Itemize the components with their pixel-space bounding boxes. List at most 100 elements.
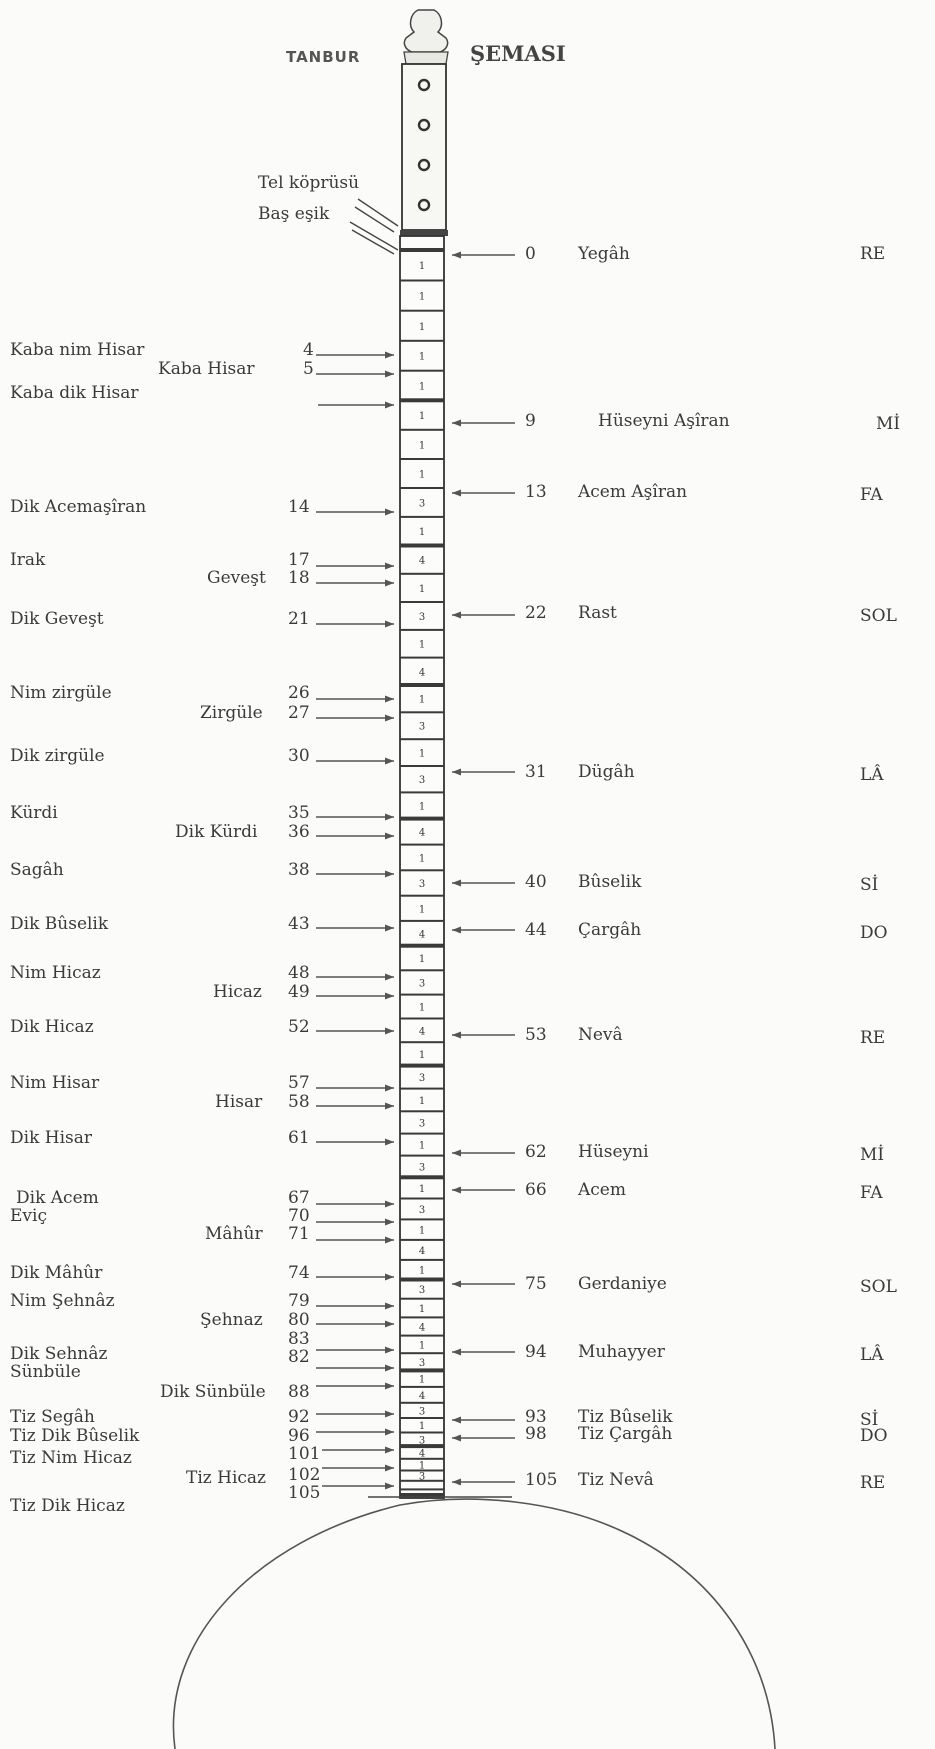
left-note-name: Dik Bûselik <box>10 914 109 934</box>
fret-mark: 3 <box>419 775 425 786</box>
arrow-head <box>452 879 461 887</box>
arrow-head <box>385 620 394 628</box>
left-note-name: Nim Hicaz <box>10 963 101 983</box>
left-fret-number: 57 <box>288 1073 310 1093</box>
arrow-head <box>385 1218 394 1226</box>
fret-mark: 4 <box>419 1323 425 1334</box>
head-nut-label: Baş eşik <box>258 204 330 224</box>
fret-mark: 3 <box>419 978 425 989</box>
fret-line <box>400 765 444 767</box>
pitch-name: DO <box>860 923 888 943</box>
left-note-name: Dik Sünbüle <box>160 1382 266 1402</box>
fret-mark: 1 <box>419 1184 425 1195</box>
fret-line <box>400 843 444 846</box>
fret-line <box>400 1017 444 1020</box>
left-fret-number: 67 <box>288 1188 310 1208</box>
arrow-head <box>385 813 394 821</box>
right-note-name: Tiz Çargâh <box>578 1424 673 1444</box>
fret-mark: 1 <box>419 1141 425 1152</box>
fret-line <box>400 919 444 922</box>
arrow-head <box>385 1410 394 1418</box>
right-note-name: Tiz Nevâ <box>578 1470 654 1490</box>
left-note-name: Sünbüle <box>10 1362 81 1382</box>
arrow-head <box>452 611 461 619</box>
fret-line <box>400 1297 444 1300</box>
fret-line <box>400 1041 444 1044</box>
fret-mark: 1 <box>419 749 425 760</box>
left-fret-number: 27 <box>288 703 310 723</box>
fret-line <box>400 1277 444 1282</box>
fret-mark: 4 <box>419 929 425 940</box>
fret-mark: 4 <box>419 1026 425 1037</box>
fret-line <box>400 894 444 897</box>
arrow-head <box>452 1280 461 1288</box>
fret-mark: 1 <box>419 1375 425 1386</box>
left-fret-number: 83 <box>288 1329 310 1349</box>
left-fret-number: 36 <box>288 822 310 842</box>
left-fret-number: 58 <box>288 1092 310 1112</box>
fret-mark: 3 <box>419 1162 425 1173</box>
left-note-name: Kürdi <box>10 803 58 823</box>
left-fret-number: 79 <box>288 1291 310 1311</box>
fret-mark: 4 <box>419 1246 425 1257</box>
left-fret-number: 80 <box>288 1310 310 1330</box>
fret-mark: 4 <box>419 1391 425 1402</box>
fret-line <box>400 1154 444 1157</box>
fret-mark: 1 <box>419 1003 425 1014</box>
fret-mark: 3 <box>419 879 425 890</box>
fret-line <box>400 1385 444 1388</box>
fret-line <box>400 791 444 794</box>
fret-mark: 3 <box>419 1435 425 1446</box>
left-fret-number: 61 <box>288 1128 310 1148</box>
arrow-head <box>385 832 394 840</box>
fret-mark: 3 <box>419 1073 425 1084</box>
fret-mark: 1 <box>419 292 425 303</box>
right-fret-number: 31 <box>525 762 547 782</box>
arrow-head <box>452 1149 461 1157</box>
pitch-name: SOL <box>860 606 897 626</box>
left-note-name: Nim Hisar <box>10 1073 100 1093</box>
left-fret-number: 102 <box>288 1465 321 1485</box>
fret-mark: 1 <box>419 527 425 538</box>
arrow-head <box>385 1084 394 1092</box>
fret-line <box>400 1401 444 1404</box>
right-note-name: Nevâ <box>578 1025 623 1045</box>
fret-mark: 3 <box>419 1285 425 1296</box>
fret-mark: 1 <box>419 1304 425 1315</box>
arrow-head <box>385 1302 394 1310</box>
fret-line <box>400 1368 444 1373</box>
fret-mark: 4 <box>419 828 425 839</box>
left-note-name: Tiz Hicaz <box>186 1468 267 1488</box>
right-fret-number: 44 <box>525 920 547 940</box>
tuning-peg-icon <box>417 78 431 92</box>
left-fret-number: 49 <box>288 982 310 1002</box>
pitch-name: RE <box>860 244 886 264</box>
fret-line <box>400 543 444 548</box>
left-fret-number: 5 <box>303 359 314 379</box>
left-fret-number: 82 <box>288 1347 310 1367</box>
fret-mark: 1 <box>419 695 425 706</box>
fret-line <box>400 1493 444 1497</box>
left-note-name: Hisar <box>215 1092 263 1112</box>
fret-mark: 3 <box>419 612 425 623</box>
right-fret-number: 53 <box>525 1025 547 1045</box>
fret-line <box>400 1063 444 1068</box>
fret-line <box>400 1431 444 1434</box>
arrow-head <box>385 973 394 981</box>
arrow-head <box>385 1446 394 1454</box>
arrow-head <box>452 419 461 427</box>
fret-line <box>400 943 444 948</box>
left-fret-number: 101 <box>288 1444 321 1464</box>
fret-line <box>400 1334 444 1337</box>
arrow-head <box>385 1200 394 1208</box>
right-note-name: Hüseyni <box>578 1142 649 1162</box>
fret-mark: 4 <box>419 556 425 567</box>
left-note-name: Dik Mâhûr <box>10 1263 103 1283</box>
arrow-head <box>385 1102 394 1110</box>
arrow-head <box>452 926 461 934</box>
right-note-name: Hüseyni Aşîran <box>598 411 730 431</box>
fret-line <box>400 339 444 342</box>
fret-line <box>400 1197 444 1200</box>
arrow-head <box>385 1236 394 1244</box>
